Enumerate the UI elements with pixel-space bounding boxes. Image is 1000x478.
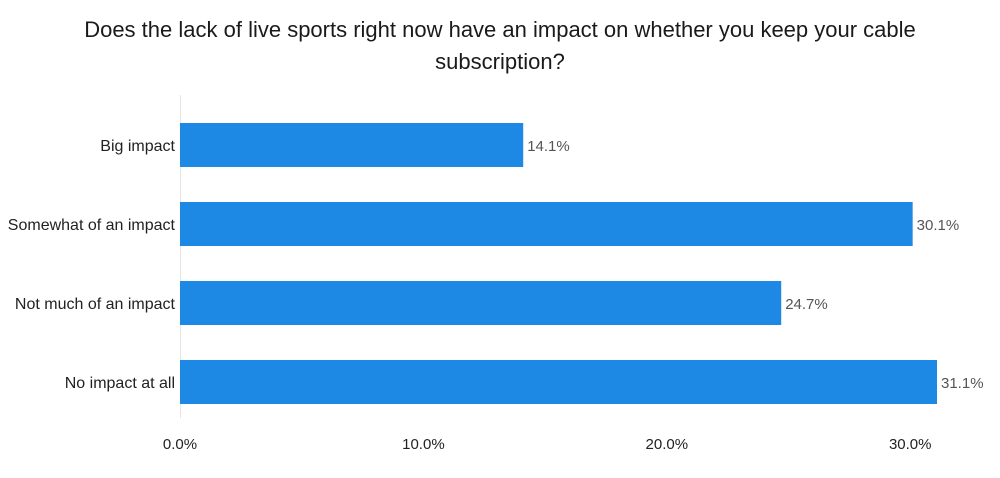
category-label: Somewhat of an impact — [8, 217, 176, 234]
bar — [180, 202, 913, 246]
category-label: No impact at all — [65, 375, 175, 392]
bar — [180, 360, 937, 404]
x-tick-label: 20.0% — [646, 436, 689, 453]
category-label: Not much of an impact — [15, 296, 176, 313]
category-label: Big impact — [100, 138, 175, 155]
x-tick-label: 30.0% — [889, 436, 932, 453]
x-tick-label: 10.0% — [402, 436, 445, 453]
value-label: 30.1% — [917, 217, 960, 234]
bar — [180, 123, 524, 167]
value-label: 24.7% — [785, 296, 828, 313]
value-label: 31.1% — [941, 375, 984, 392]
x-tick-label: 0.0% — [163, 436, 197, 453]
bar — [180, 281, 782, 325]
chart-title: Does the lack of live sports right now h… — [84, 17, 916, 74]
value-label: 14.1% — [527, 138, 570, 155]
